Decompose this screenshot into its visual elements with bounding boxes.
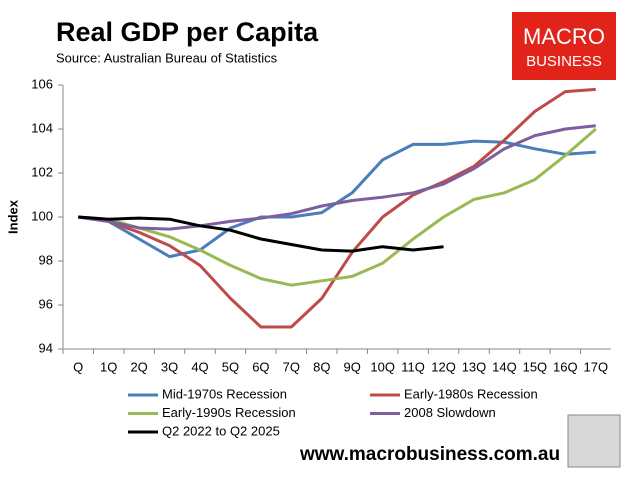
legend-label: Q2 2022 to Q2 2025 xyxy=(162,423,280,438)
legend-label: 2008 Slowdown xyxy=(404,405,496,420)
x-tick-label: 15Q xyxy=(523,359,548,374)
y-tick-label: 102 xyxy=(31,164,53,179)
x-tick-label: 11Q xyxy=(401,359,425,374)
x-tick-label: 10Q xyxy=(370,359,395,374)
legend-label: Mid-1970s Recession xyxy=(162,386,287,401)
x-tick-label: 3Q xyxy=(161,359,178,374)
y-tick-label: 98 xyxy=(39,252,53,267)
y-tick-label: 96 xyxy=(39,296,53,311)
y-axis-label: Index xyxy=(5,199,20,234)
x-tick-label: 12Q xyxy=(431,359,456,374)
x-tick-label: 8Q xyxy=(313,359,330,374)
y-tick-label: 104 xyxy=(31,120,53,135)
x-tick-label: 13Q xyxy=(462,359,487,374)
series-line xyxy=(78,87,596,329)
x-tick-label: 2Q xyxy=(130,359,147,374)
legend-label: Early-1990s Recession xyxy=(162,405,296,420)
x-tick-label: 4Q xyxy=(191,359,208,374)
series-line xyxy=(78,215,444,253)
x-tick-label: Q xyxy=(73,359,83,374)
legend-label: Early-1980s Recession xyxy=(404,386,538,401)
x-tick-label: 14Q xyxy=(492,359,517,374)
x-tick-label: 1Q xyxy=(100,359,117,374)
y-tick-label: 94 xyxy=(39,340,53,355)
y-tick-label: 106 xyxy=(31,76,53,91)
x-tick-label: 9Q xyxy=(344,359,361,374)
x-tick-label: 17Q xyxy=(583,359,608,374)
chart-title: Real GDP per Capita xyxy=(56,17,319,47)
chart-subtitle: Source: Australian Bureau of Statistics xyxy=(56,50,278,65)
x-tick-label: 16Q xyxy=(553,359,578,374)
logo-image xyxy=(567,414,621,468)
x-tick-label: 5Q xyxy=(222,359,239,374)
logo-box xyxy=(512,12,616,80)
x-tick-label: 6Q xyxy=(252,359,269,374)
series-line xyxy=(78,127,597,287)
logo-text: MACRO xyxy=(523,24,605,49)
y-tick-label: 100 xyxy=(31,208,53,223)
x-tick-label: 7Q xyxy=(283,359,300,374)
logo-text: BUSINESS xyxy=(526,53,602,70)
footer-url: www.macrobusiness.com.au xyxy=(299,444,560,465)
series-line xyxy=(78,124,596,231)
